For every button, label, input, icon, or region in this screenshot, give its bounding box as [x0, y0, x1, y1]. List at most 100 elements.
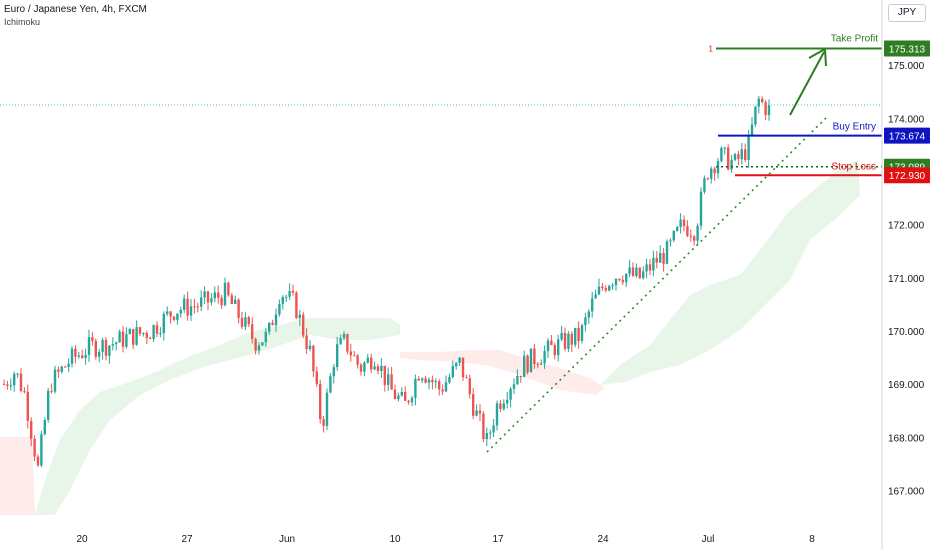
- candle-body: [485, 433, 488, 440]
- candle-body: [424, 378, 427, 383]
- candle-body: [376, 366, 380, 371]
- time-tick-label: 27: [181, 534, 193, 545]
- candle-body: [152, 325, 155, 339]
- price-tick-label: 169.000: [888, 380, 925, 391]
- time-tick-label: 24: [597, 534, 609, 545]
- candle-body: [81, 355, 84, 358]
- candle-body: [33, 438, 36, 457]
- time-tick-label: 8: [809, 534, 815, 545]
- candle-body: [135, 327, 138, 345]
- candle-body: [706, 178, 709, 180]
- candle-body: [172, 316, 176, 320]
- candle-body: [431, 379, 434, 383]
- price-axis: 167.000 168.000 169.000 170.000 171.000 172.0…: [888, 61, 925, 497]
- candle-body: [703, 178, 706, 192]
- candlesticks: [2, 95, 771, 468]
- candle-body: [196, 306, 199, 308]
- candle-body: [723, 147, 726, 149]
- candle-body: [679, 219, 682, 228]
- candle-body: [543, 351, 546, 364]
- candle-body: [26, 391, 29, 421]
- candle-body: [713, 168, 716, 174]
- candle-body: [308, 345, 312, 349]
- candle-body: [482, 413, 485, 440]
- candle-body: [108, 345, 111, 356]
- candle-body: [672, 230, 675, 241]
- candle-body: [472, 394, 475, 416]
- cloud-bull-segment: [35, 318, 400, 515]
- candle-body: [166, 311, 169, 314]
- price-tick-label: 175.000: [888, 61, 925, 72]
- currency-selector[interactable]: JPY: [888, 4, 926, 22]
- buy-entry-price-badge: [884, 127, 930, 144]
- candle-body: [257, 345, 261, 351]
- candle-body: [434, 381, 437, 383]
- candle-body: [346, 333, 349, 352]
- candle-body: [754, 106, 757, 125]
- candle-body: [84, 354, 87, 358]
- candle-body: [125, 334, 128, 347]
- arrow-up-icon: [789, 47, 827, 116]
- candle-body: [6, 384, 9, 386]
- candle-body: [625, 273, 628, 283]
- candle-body: [64, 366, 67, 368]
- candle-body: [70, 348, 74, 364]
- candle-body: [594, 294, 597, 299]
- candle-body: [475, 410, 478, 416]
- candle-body: [186, 298, 189, 316]
- candle-body: [421, 378, 424, 381]
- candle-body: [618, 278, 621, 281]
- candle-body: [60, 366, 63, 372]
- candle-body: [220, 297, 223, 306]
- candle-body: [302, 314, 305, 336]
- candle-body: [206, 291, 210, 303]
- candle-body: [764, 102, 767, 115]
- candle-body: [519, 375, 522, 377]
- candle-body: [2, 384, 6, 386]
- candle-body: [213, 292, 216, 299]
- candle-body: [601, 286, 604, 289]
- candle-body: [560, 332, 563, 340]
- candle-body: [169, 311, 172, 317]
- candle-body: [234, 299, 237, 304]
- candle-body: [767, 105, 771, 115]
- candle-body: [91, 337, 94, 342]
- candle-body: [577, 327, 580, 341]
- candle-body: [325, 392, 329, 426]
- candle-body: [322, 419, 325, 426]
- candle-body: [359, 364, 363, 372]
- candle-body: [587, 311, 590, 318]
- stop-loss-label: Stop Loss: [832, 162, 876, 173]
- candle-body: [696, 225, 699, 241]
- candle-body: [628, 267, 631, 274]
- candle-body: [370, 357, 373, 370]
- candle-body: [247, 317, 250, 325]
- time-tick-label: Jul: [702, 534, 715, 545]
- candle-body: [87, 337, 91, 355]
- candle-body: [744, 149, 747, 160]
- candle-body: [373, 366, 376, 370]
- candle-body: [417, 378, 420, 381]
- candle-body: [278, 303, 281, 315]
- candle-body: [682, 219, 686, 227]
- price-tick-label: 167.000: [888, 486, 925, 497]
- candle-body: [710, 168, 713, 179]
- candle-body: [227, 282, 230, 296]
- candle-body: [74, 348, 77, 357]
- take-profit-price-badge: [884, 40, 930, 57]
- candle-body: [563, 332, 567, 349]
- candle-body: [111, 344, 114, 346]
- candle-body: [336, 344, 339, 368]
- candle-body: [36, 456, 40, 466]
- candle-body: [288, 290, 291, 297]
- candle-body: [319, 384, 322, 420]
- candle-body: [47, 390, 50, 420]
- candle-body: [699, 191, 703, 226]
- candle-body: [604, 288, 607, 291]
- candle-body: [19, 373, 23, 392]
- candle-body: [693, 236, 696, 241]
- candle-body: [662, 253, 665, 264]
- candle-body: [159, 333, 162, 335]
- candle-body: [332, 367, 335, 377]
